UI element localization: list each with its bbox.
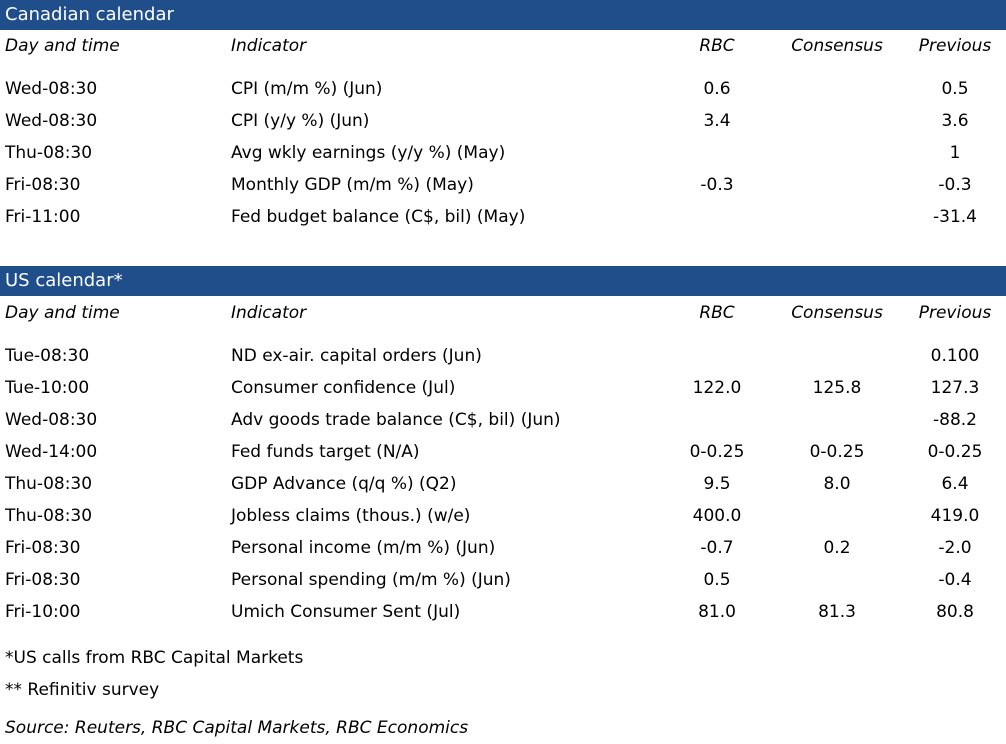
- table-row: Thu-08:30 Jobless claims (thous.) (w/e) …: [0, 502, 1006, 530]
- col-previous: Previous: [918, 36, 992, 56]
- cell-day: Fri-08:30: [5, 538, 81, 558]
- col-indicator: Indicator: [231, 36, 307, 56]
- cell-day: Fri-08:30: [5, 175, 81, 195]
- cell-rbc: 0.5: [703, 570, 731, 590]
- cell-previous: -0.4: [938, 570, 972, 590]
- cell-day: Wed-14:00: [5, 442, 98, 462]
- cell-day: Fri-11:00: [5, 207, 81, 227]
- cell-previous: 0.100: [930, 346, 980, 366]
- cell-indicator: CPI (m/m %) (Jun): [231, 79, 383, 99]
- table-row: Wed-14:00 Fed funds target (N/A) 0-0.25 …: [0, 438, 1006, 466]
- table-row: Fri-08:30 Monthly GDP (m/m %) (May) -0.3…: [0, 171, 1006, 199]
- cell-rbc: 81.0: [698, 602, 736, 622]
- cell-previous: 127.3: [930, 378, 980, 398]
- col-consensus: Consensus: [791, 36, 883, 56]
- cell-consensus: 8.0: [823, 474, 851, 494]
- cell-previous: -88.2: [933, 410, 977, 430]
- cell-previous: -31.4: [933, 207, 977, 227]
- cell-day: Thu-08:30: [5, 474, 93, 494]
- cell-indicator: Adv goods trade balance (C$, bil) (Jun): [231, 410, 561, 430]
- cell-day: Wed-08:30: [5, 410, 98, 430]
- cell-day: Wed-08:30: [5, 111, 98, 131]
- cell-rbc: -0.3: [700, 175, 734, 195]
- cell-indicator: Umich Consumer Sent (Jul): [231, 602, 461, 622]
- table-row: Fri-08:30 Personal income (m/m %) (Jun) …: [0, 534, 1006, 562]
- cell-previous: 0.5: [941, 79, 969, 99]
- cell-rbc: 122.0: [692, 378, 742, 398]
- table-row: Tue-10:00 Consumer confidence (Jul) 122.…: [0, 374, 1006, 402]
- cell-indicator: Personal income (m/m %) (Jun): [231, 538, 496, 558]
- cell-day: Tue-08:30: [5, 346, 90, 366]
- cell-day: Fri-10:00: [5, 602, 81, 622]
- cell-rbc: 9.5: [703, 474, 731, 494]
- table-row: Tue-08:30 ND ex-air. capital orders (Jun…: [0, 342, 1006, 370]
- cell-consensus: 0.2: [823, 538, 851, 558]
- footnote-survey: ** Refinitiv survey: [5, 680, 160, 700]
- col-indicator: Indicator: [231, 303, 307, 323]
- cell-previous: -2.0: [938, 538, 972, 558]
- table-row: Wed-08:30 Adv goods trade balance (C$, b…: [0, 406, 1006, 434]
- cell-consensus: 125.8: [812, 378, 862, 398]
- cell-day: Tue-10:00: [5, 378, 90, 398]
- table-row: Fri-08:30 Personal spending (m/m %) (Jun…: [0, 566, 1006, 594]
- cell-previous: 6.4: [941, 474, 969, 494]
- cell-consensus: 0-0.25: [809, 442, 865, 462]
- source-note: Source: Reuters, RBC Capital Markets, RB…: [5, 718, 469, 738]
- cell-rbc: 0.6: [703, 79, 731, 99]
- cell-day: Wed-08:30: [5, 79, 98, 99]
- table-row: Fri-11:00 Fed budget balance (C$, bil) (…: [0, 203, 1006, 231]
- table-row: Thu-08:30 GDP Advance (q/q %) (Q2) 9.5 8…: [0, 470, 1006, 498]
- cell-rbc: 0-0.25: [689, 442, 745, 462]
- cell-rbc: 3.4: [703, 111, 731, 131]
- cell-day: Thu-08:30: [5, 143, 93, 163]
- cell-previous: 3.6: [941, 111, 969, 131]
- canadian-calendar-header: Canadian calendar: [0, 0, 1006, 30]
- us-calendar-header: US calendar*: [0, 266, 1006, 296]
- cell-previous: 1: [949, 143, 961, 163]
- footnote-us-calls: *US calls from RBC Capital Markets: [5, 648, 304, 668]
- col-consensus: Consensus: [791, 303, 883, 323]
- table-row: Wed-08:30 CPI (m/m %) (Jun) 0.6 0.5: [0, 75, 1006, 103]
- cell-indicator: Consumer confidence (Jul): [231, 378, 456, 398]
- table-row: Fri-10:00 Umich Consumer Sent (Jul) 81.0…: [0, 598, 1006, 626]
- cell-consensus: 81.3: [818, 602, 856, 622]
- col-previous: Previous: [918, 303, 992, 323]
- cell-previous: -0.3: [938, 175, 972, 195]
- cell-day: Fri-08:30: [5, 570, 81, 590]
- cell-day: Thu-08:30: [5, 506, 93, 526]
- us-column-headers: Day and time Indicator RBC Consensus Pre…: [0, 299, 1006, 327]
- cell-indicator: Avg wkly earnings (y/y %) (May): [231, 143, 506, 163]
- cell-previous: 80.8: [936, 602, 974, 622]
- table-row: Wed-08:30 CPI (y/y %) (Jun) 3.4 3.6: [0, 107, 1006, 135]
- cell-indicator: Fed funds target (N/A): [231, 442, 420, 462]
- cell-indicator: GDP Advance (q/q %) (Q2): [231, 474, 457, 494]
- cell-indicator: ND ex-air. capital orders (Jun): [231, 346, 482, 366]
- cell-indicator: CPI (y/y %) (Jun): [231, 111, 370, 131]
- col-rbc: RBC: [699, 36, 735, 56]
- cell-indicator: Fed budget balance (C$, bil) (May): [231, 207, 526, 227]
- cell-rbc: -0.7: [700, 538, 734, 558]
- cell-rbc: 400.0: [692, 506, 742, 526]
- cell-indicator: Personal spending (m/m %) (Jun): [231, 570, 511, 590]
- cell-previous: 0-0.25: [927, 442, 983, 462]
- canadian-column-headers: Day and time Indicator RBC Consensus Pre…: [0, 32, 1006, 60]
- col-day-and-time: Day and time: [5, 36, 120, 56]
- col-rbc: RBC: [699, 303, 735, 323]
- cell-previous: 419.0: [930, 506, 980, 526]
- cell-indicator: Monthly GDP (m/m %) (May): [231, 175, 474, 195]
- table-row: Thu-08:30 Avg wkly earnings (y/y %) (May…: [0, 139, 1006, 167]
- cell-indicator: Jobless claims (thous.) (w/e): [231, 506, 471, 526]
- col-day-and-time: Day and time: [5, 303, 120, 323]
